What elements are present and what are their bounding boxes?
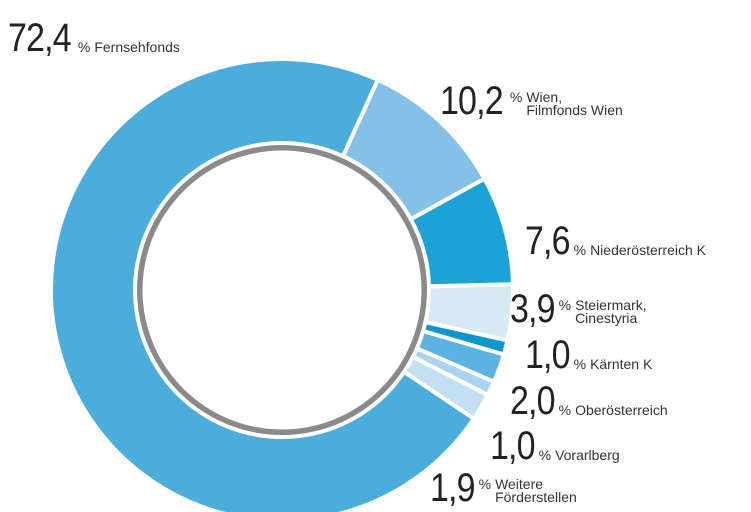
category-label: % Niederösterreich K — [573, 242, 706, 258]
value-label: 1,9 — [430, 466, 476, 510]
slice-label: 1,9% Weitere Förderstellen — [430, 466, 577, 510]
category-label: % Fernsehfonds — [77, 39, 180, 55]
unit: % — [509, 89, 523, 105]
value-label: 72,4 — [8, 16, 72, 60]
category-name: Kärnten K — [590, 356, 653, 372]
slice-label: 7,6% Niederösterreich K — [525, 219, 706, 263]
donut-slice — [49, 57, 477, 512]
category-name: Oberösterreich — [575, 402, 668, 418]
category-label: % Kärnten K — [573, 356, 653, 372]
value-label: 7,6 — [525, 219, 571, 263]
category-name: Vorarlberg — [555, 447, 620, 463]
slice-label: 3,9% Steiermark, Cinestyria — [510, 287, 647, 331]
category-label: % Wien, Filmfonds Wien — [509, 89, 623, 118]
unit: % — [478, 476, 492, 492]
value-label: 1,0 — [490, 424, 536, 468]
unit: % — [558, 402, 572, 418]
value-label: 2,0 — [510, 379, 556, 423]
unit: % — [573, 242, 587, 258]
category-label: % Oberösterreich — [558, 402, 668, 418]
category-name: Steiermark, Cinestyria — [575, 297, 647, 326]
category-label: % Weitere Förderstellen — [478, 476, 577, 505]
unit: % — [573, 356, 587, 372]
slice-label: 10,2% Wien, Filmfonds Wien — [440, 79, 623, 123]
slice-label: 1,0% Vorarlberg — [490, 424, 620, 468]
category-label: % Steiermark, Cinestyria — [558, 297, 647, 326]
category-name: Wien, Filmfonds Wien — [526, 89, 623, 118]
unit: % — [538, 447, 552, 463]
category-name: Niederösterreich K — [590, 242, 706, 258]
category-label: % Vorarlberg — [538, 447, 620, 463]
slice-label: 72,4% Fernsehfonds — [8, 16, 180, 60]
category-name: Fernsehfonds — [94, 39, 180, 55]
value-label: 3,9 — [510, 287, 556, 331]
value-label: 1,0 — [525, 333, 571, 377]
unit: % — [558, 297, 572, 313]
inner-ring — [135, 143, 429, 437]
slice-label: 1,0% Kärnten K — [525, 333, 653, 377]
slice-label: 2,0% Oberösterreich — [510, 379, 668, 423]
value-label: 10,2 — [440, 79, 504, 123]
unit: % — [77, 39, 91, 55]
category-name: Weitere Förderstellen — [495, 476, 577, 505]
